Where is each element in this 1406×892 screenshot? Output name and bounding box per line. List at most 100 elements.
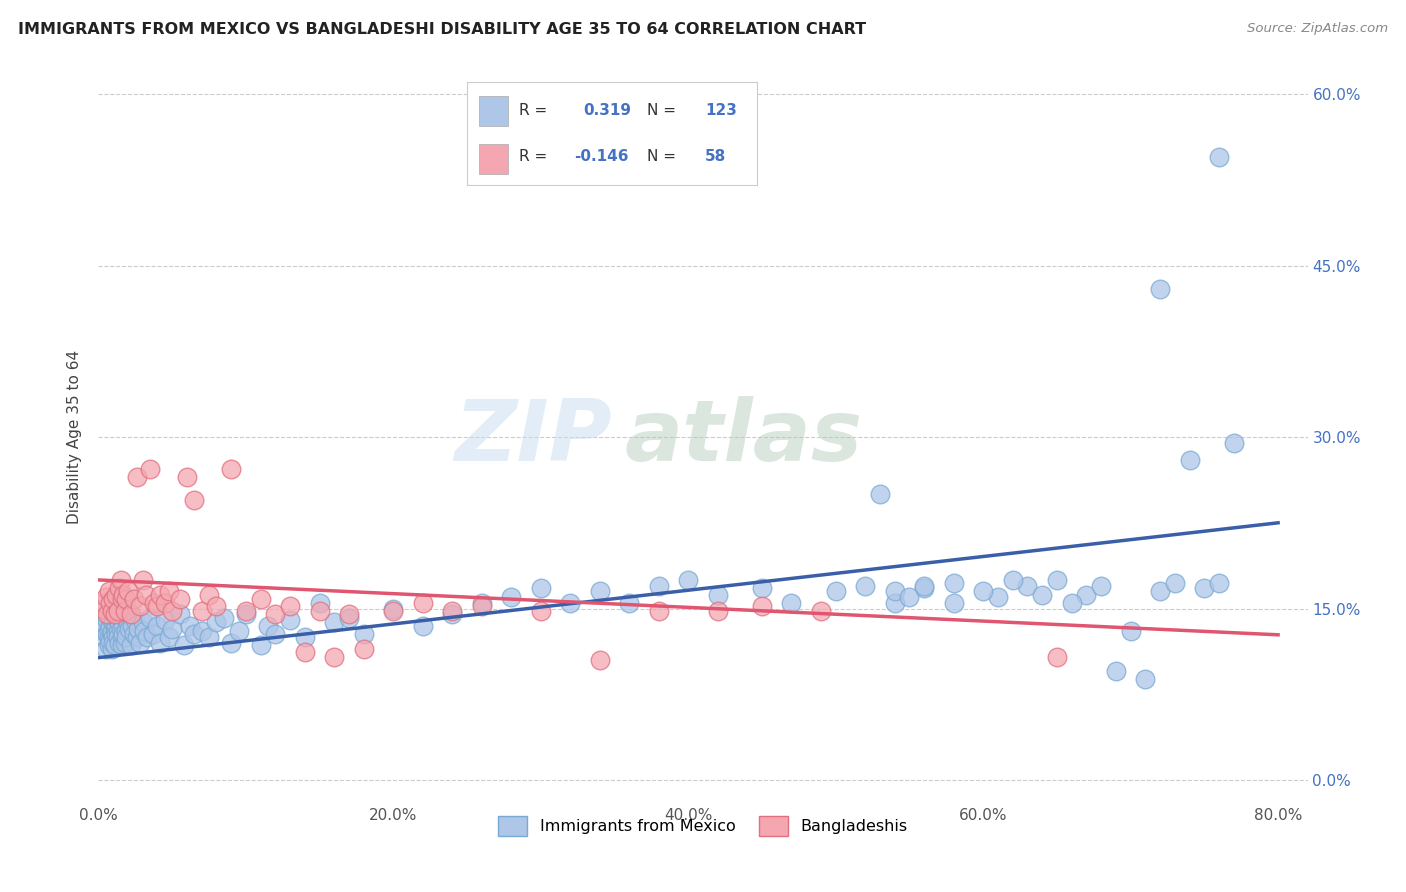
- Point: [101, 615, 124, 630]
- Point: [160, 604, 183, 618]
- Point: [176, 470, 198, 484]
- Point: [249, 592, 271, 607]
- Point: [198, 588, 221, 602]
- Point: [560, 596, 582, 610]
- Point: [115, 630, 138, 644]
- Point: [107, 624, 129, 639]
- Point: [678, 573, 700, 587]
- Point: [179, 618, 201, 632]
- Point: [323, 649, 346, 664]
- Point: [1017, 579, 1039, 593]
- Point: [219, 636, 242, 650]
- Point: [157, 630, 180, 644]
- Text: Source: ZipAtlas.com: Source: ZipAtlas.com: [1247, 22, 1388, 36]
- Point: [1060, 596, 1083, 610]
- Point: [128, 599, 150, 614]
- Point: [235, 604, 257, 618]
- Point: [112, 626, 135, 640]
- Point: [105, 618, 128, 632]
- Point: [308, 596, 330, 610]
- Point: [101, 636, 124, 650]
- Point: [91, 601, 114, 615]
- Point: [115, 624, 138, 639]
- Point: [898, 590, 921, 604]
- Point: [142, 626, 165, 640]
- Point: [706, 588, 728, 602]
- Point: [1119, 624, 1142, 639]
- Text: IMMIGRANTS FROM MEXICO VS BANGLADESHI DISABILITY AGE 35 TO 64 CORRELATION CHART: IMMIGRANTS FROM MEXICO VS BANGLADESHI DI…: [18, 22, 866, 37]
- Point: [91, 624, 114, 639]
- Point: [530, 581, 553, 595]
- Point: [111, 638, 134, 652]
- Point: [114, 604, 136, 618]
- Point: [153, 596, 176, 610]
- Point: [124, 613, 146, 627]
- Point: [143, 596, 166, 610]
- Point: [115, 592, 138, 607]
- Point: [869, 487, 891, 501]
- Point: [337, 610, 360, 624]
- Point: [412, 596, 434, 610]
- Point: [169, 607, 191, 622]
- Point: [1076, 588, 1098, 602]
- Point: [294, 630, 316, 644]
- Point: [104, 607, 127, 622]
- Point: [111, 630, 134, 644]
- Point: [1208, 150, 1230, 164]
- Point: [98, 633, 121, 648]
- Point: [94, 641, 117, 656]
- Point: [117, 584, 139, 599]
- Point: [105, 626, 128, 640]
- Point: [198, 630, 221, 644]
- Point: [96, 613, 118, 627]
- Point: [112, 618, 135, 632]
- Point: [912, 579, 935, 593]
- Point: [153, 613, 176, 627]
- Point: [441, 607, 464, 622]
- Point: [382, 601, 405, 615]
- Point: [125, 630, 148, 644]
- Point: [104, 638, 127, 652]
- Point: [131, 615, 153, 630]
- Point: [1135, 673, 1157, 687]
- Point: [353, 626, 375, 640]
- Point: [183, 492, 205, 507]
- Point: [212, 610, 235, 624]
- Point: [98, 618, 121, 632]
- Point: [972, 584, 994, 599]
- Point: [114, 636, 136, 650]
- Point: [942, 576, 965, 591]
- Point: [942, 596, 965, 610]
- Point: [353, 641, 375, 656]
- Point: [160, 622, 183, 636]
- Point: [264, 607, 287, 622]
- Point: [751, 599, 773, 614]
- Point: [987, 590, 1010, 604]
- Point: [120, 638, 142, 652]
- Point: [169, 592, 191, 607]
- Point: [100, 604, 122, 618]
- Point: [190, 604, 212, 618]
- Point: [146, 618, 169, 632]
- Point: [118, 607, 141, 622]
- Point: [810, 604, 832, 618]
- Point: [125, 470, 148, 484]
- Point: [146, 599, 169, 614]
- Point: [96, 607, 118, 622]
- Point: [382, 604, 405, 618]
- Point: [122, 592, 145, 607]
- Point: [337, 607, 360, 622]
- Point: [93, 596, 115, 610]
- Point: [134, 624, 156, 639]
- Point: [105, 588, 128, 602]
- Point: [127, 622, 149, 636]
- Point: [117, 615, 139, 630]
- Legend: Immigrants from Mexico, Bangladeshis: Immigrants from Mexico, Bangladeshis: [492, 810, 914, 842]
- Point: [108, 581, 131, 595]
- Point: [1223, 435, 1246, 450]
- Point: [1046, 649, 1069, 664]
- Point: [706, 604, 728, 618]
- Point: [308, 604, 330, 618]
- Point: [110, 607, 132, 622]
- Point: [108, 615, 131, 630]
